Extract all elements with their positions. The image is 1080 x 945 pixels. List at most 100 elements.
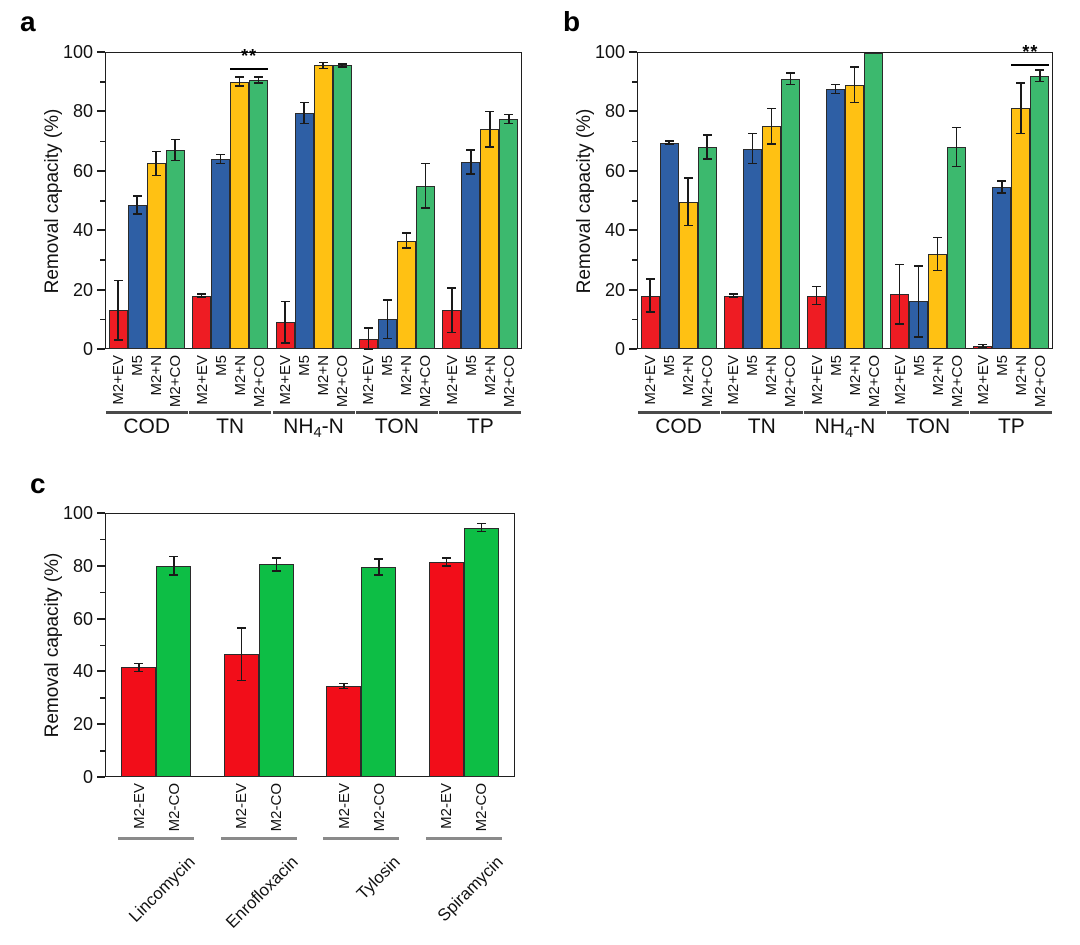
y-minor-tick bbox=[100, 750, 105, 752]
error-bar-cap-top bbox=[271, 557, 281, 559]
group-name: TON bbox=[374, 415, 419, 438]
y-tick-label: 100 bbox=[594, 42, 625, 62]
error-bar-line bbox=[687, 178, 689, 226]
error-bar-line bbox=[343, 683, 345, 689]
error-bar-cap-top bbox=[485, 110, 495, 113]
error-bar-line bbox=[1039, 69, 1041, 82]
error-bar-cap-top bbox=[339, 682, 349, 685]
y-major-tick bbox=[97, 617, 105, 620]
error-bar-cap-top bbox=[170, 138, 180, 141]
error-bar-line bbox=[732, 294, 735, 298]
group-name: Enrofloxacin bbox=[221, 852, 302, 932]
error-bar-line bbox=[668, 141, 670, 145]
error-bar-line bbox=[508, 114, 510, 124]
group-underline bbox=[804, 411, 886, 414]
x-tick-label: M2-EV bbox=[335, 783, 353, 829]
error-bar-cap-bottom bbox=[702, 158, 712, 160]
error-bar-line bbox=[405, 233, 408, 248]
bar-M2+CO-NH4-N bbox=[864, 52, 883, 349]
y-tick-label: 80 bbox=[72, 101, 93, 122]
error-bar-line bbox=[470, 150, 472, 174]
group-underline bbox=[720, 411, 803, 414]
x-tick-label: M2-EV bbox=[130, 783, 148, 829]
y-major-tick bbox=[629, 51, 637, 53]
error-bar-cap-top bbox=[997, 180, 1007, 182]
y-tick-label: 40 bbox=[72, 220, 93, 241]
y-tick-label: 20 bbox=[72, 714, 93, 735]
error-bar-cap-bottom bbox=[363, 348, 373, 350]
bar-M2-EV-Tylosin bbox=[326, 685, 362, 777]
group-name: NH4-N bbox=[815, 415, 876, 441]
error-bar-cap-bottom bbox=[812, 303, 821, 306]
y-tick-label: 20 bbox=[604, 279, 625, 300]
error-bar-cap-bottom bbox=[420, 207, 430, 209]
error-bar-cap-top bbox=[812, 285, 821, 288]
error-bar-cap-bottom bbox=[850, 101, 859, 104]
group-name: TN bbox=[747, 415, 776, 438]
error-bar-cap-bottom bbox=[280, 342, 290, 344]
y-tick-label: 100 bbox=[62, 503, 93, 523]
error-bar-cap-bottom bbox=[504, 122, 514, 125]
error-bar-line bbox=[982, 344, 984, 348]
error-bar-line bbox=[322, 62, 324, 69]
group-underline bbox=[887, 411, 970, 414]
error-bar-cap-bottom bbox=[134, 670, 144, 673]
error-bar-cap-top bbox=[447, 287, 457, 289]
group-underline bbox=[323, 837, 400, 840]
error-bar-line bbox=[955, 127, 958, 167]
error-bar-cap-bottom bbox=[299, 122, 309, 125]
error-bar-cap-bottom bbox=[895, 323, 905, 325]
error-bar-cap-bottom bbox=[197, 296, 207, 298]
y-major-tick bbox=[97, 723, 105, 726]
error-bar-cap-top bbox=[831, 83, 840, 86]
y-major-tick bbox=[629, 348, 637, 350]
group-name: COD bbox=[123, 415, 171, 438]
error-bar-line bbox=[284, 301, 286, 344]
error-bar-line bbox=[898, 264, 901, 324]
y-minor-tick bbox=[632, 259, 637, 261]
error-bar-line bbox=[240, 627, 242, 681]
error-bar-cap-bottom bbox=[382, 337, 392, 340]
error-bar-cap-bottom bbox=[831, 92, 840, 95]
y-major-tick bbox=[97, 670, 105, 673]
error-bar-line bbox=[367, 328, 370, 349]
error-bar-cap-top bbox=[441, 557, 451, 559]
error-bar-cap-bottom bbox=[170, 159, 180, 162]
error-bar-cap-bottom bbox=[271, 570, 281, 572]
y-minor-tick bbox=[100, 259, 105, 261]
error-bar-cap-top bbox=[728, 293, 738, 295]
bar-M2-EV-Lincomycin bbox=[121, 667, 157, 777]
y-tick-label: 60 bbox=[604, 160, 625, 181]
error-bar-cap-bottom bbox=[318, 67, 328, 70]
error-bar-cap-top bbox=[785, 72, 795, 74]
error-bar-cap-bottom bbox=[914, 336, 924, 338]
group-underline bbox=[425, 837, 502, 840]
error-bar-cap-top bbox=[914, 265, 924, 267]
error-bar-cap-top bbox=[280, 300, 290, 303]
group-underline bbox=[272, 411, 355, 414]
y-minor-tick bbox=[100, 81, 105, 83]
group-underline bbox=[105, 411, 188, 414]
panel-letter-b: b bbox=[563, 6, 581, 37]
x-tick-label: M2-CO bbox=[268, 783, 286, 832]
error-bar-line bbox=[378, 559, 380, 576]
error-bar-line bbox=[936, 237, 939, 271]
group-name-part: NH bbox=[283, 415, 314, 438]
error-bar-cap-top bbox=[216, 153, 226, 156]
group-name: TON bbox=[906, 415, 951, 438]
y-tick-label: 0 bbox=[614, 339, 625, 359]
y-major-tick bbox=[97, 776, 105, 778]
error-bar-line bbox=[174, 139, 176, 161]
y-tick-label: 60 bbox=[72, 608, 93, 629]
error-bar-cap-top bbox=[113, 279, 123, 282]
y-tick-label: 100 bbox=[62, 42, 93, 62]
group-underline bbox=[118, 837, 195, 840]
error-bar-cap-top bbox=[236, 627, 246, 629]
y-tick-label: 40 bbox=[604, 220, 625, 241]
error-bar-cap-top bbox=[337, 63, 347, 65]
y-tick-label: 80 bbox=[72, 555, 93, 576]
x-tick-label: M2-CO bbox=[165, 783, 183, 832]
error-bar-cap-top bbox=[978, 343, 988, 346]
